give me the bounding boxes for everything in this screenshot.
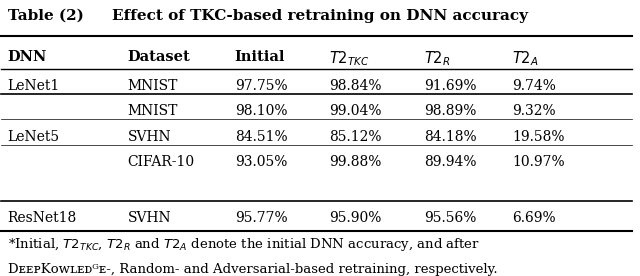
Text: 10.97%: 10.97% xyxy=(512,155,564,169)
Text: LeNet1: LeNet1 xyxy=(8,79,60,93)
Text: $T2_{TKC}$: $T2_{TKC}$ xyxy=(329,50,370,68)
Text: SVHN: SVHN xyxy=(127,129,171,144)
Text: 89.94%: 89.94% xyxy=(424,155,476,169)
Text: ResNet18: ResNet18 xyxy=(8,211,77,225)
Text: 95.90%: 95.90% xyxy=(329,211,381,225)
Text: $T2_R$: $T2_R$ xyxy=(424,50,451,68)
Text: 9.32%: 9.32% xyxy=(512,104,556,118)
Text: 97.75%: 97.75% xyxy=(235,79,287,93)
Text: 84.18%: 84.18% xyxy=(424,129,476,144)
Text: Dataset: Dataset xyxy=(127,50,190,64)
Text: DᴇᴇᴘKᴏᴡʟᴇᴅᴳᴇ-, Random- and Adversarial-based retraining, respectively.: DᴇᴇᴘKᴏᴡʟᴇᴅᴳᴇ-, Random- and Adversarial-b… xyxy=(8,263,497,276)
Text: 98.10%: 98.10% xyxy=(235,104,287,118)
Text: 98.89%: 98.89% xyxy=(424,104,476,118)
Text: 98.84%: 98.84% xyxy=(329,79,381,93)
Text: 91.69%: 91.69% xyxy=(424,79,476,93)
Text: 19.58%: 19.58% xyxy=(512,129,564,144)
Text: 95.77%: 95.77% xyxy=(235,211,287,225)
Text: 85.12%: 85.12% xyxy=(329,129,381,144)
Text: 99.04%: 99.04% xyxy=(329,104,381,118)
Text: 93.05%: 93.05% xyxy=(235,155,287,169)
Text: *Initial, $T2_{TKC}$, $T2_R$ and $T2_A$ denote the initial DNN accuracy, and aft: *Initial, $T2_{TKC}$, $T2_R$ and $T2_A$ … xyxy=(8,236,480,253)
Text: 99.88%: 99.88% xyxy=(329,155,381,169)
Text: DNN: DNN xyxy=(8,50,47,64)
Text: CIFAR-10: CIFAR-10 xyxy=(127,155,195,169)
Text: 95.56%: 95.56% xyxy=(424,211,476,225)
Text: LeNet5: LeNet5 xyxy=(8,129,60,144)
Text: SVHN: SVHN xyxy=(127,211,171,225)
Text: 84.51%: 84.51% xyxy=(235,129,287,144)
Text: MNIST: MNIST xyxy=(127,79,178,93)
Text: MNIST: MNIST xyxy=(127,104,178,118)
Text: 6.69%: 6.69% xyxy=(512,211,556,225)
Text: Effect of TKC-based retraining on DNN accuracy: Effect of TKC-based retraining on DNN ac… xyxy=(112,9,528,23)
Text: Table (2): Table (2) xyxy=(8,9,84,23)
Text: 9.74%: 9.74% xyxy=(512,79,556,93)
Text: Initial: Initial xyxy=(235,50,285,64)
Text: $T2_A$: $T2_A$ xyxy=(512,50,539,68)
